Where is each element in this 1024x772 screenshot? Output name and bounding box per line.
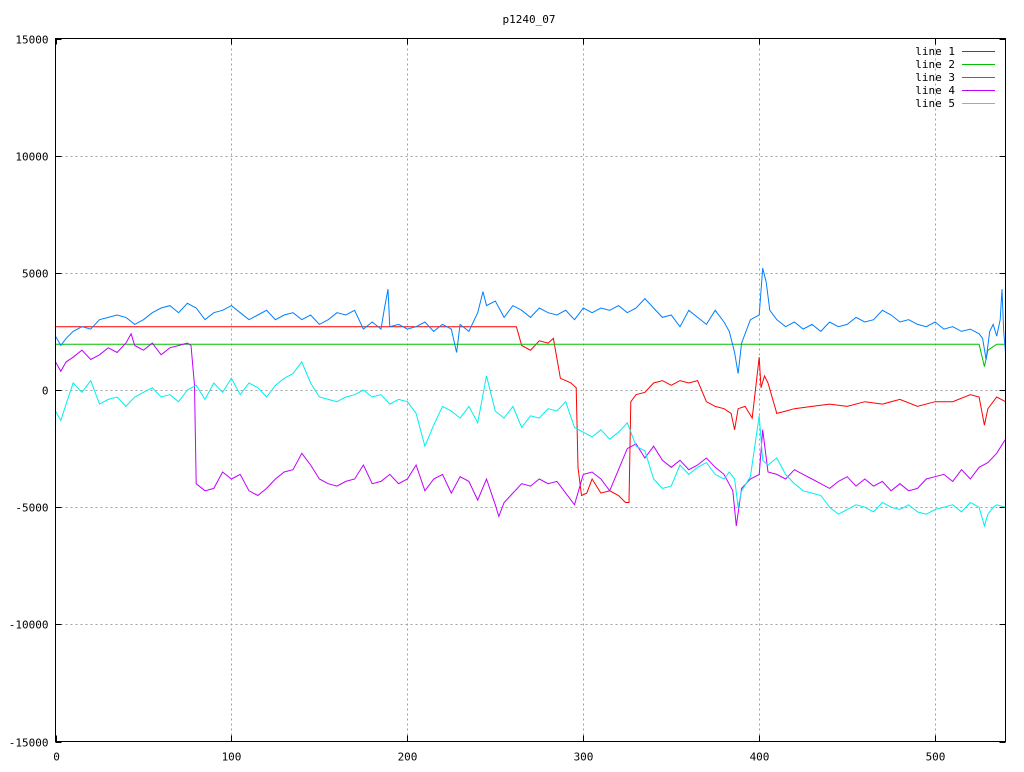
y-tick-label: -5000 [15,502,48,515]
legend-label: line 5 [915,97,955,110]
axis-ticks: -15000 -10000 -5000 0 5000 10000 15000 0 100 200 3… [9,34,1006,764]
chart-title: p1240_07 [503,13,556,26]
legend-label: line 1 [915,45,955,58]
series-line-2 [55,343,1006,367]
y-tick-label: 0 [42,385,49,398]
y-tick-label: 5000 [22,268,49,281]
x-tick-label: 100 [222,751,242,764]
y-tick-label: -10000 [9,619,49,632]
y-tick-label: 10000 [15,151,48,164]
plot-frame [55,38,1006,742]
series-line-3 [55,267,1006,374]
series-line-4 [55,332,1006,526]
grid [55,38,1006,742]
legend-label: line 4 [915,84,955,97]
legend-label: line 3 [915,71,955,84]
x-tick-label: 500 [926,751,946,764]
x-tick-label: 0 [53,751,60,764]
series-layer [55,267,1006,528]
x-tick-label: 400 [750,751,770,764]
x-tick-label: 300 [574,751,594,764]
series-line-5 [55,360,1006,528]
x-tick-label: 200 [398,751,418,764]
series-line-1 [55,326,1006,503]
y-tick-label: 15000 [15,34,48,47]
y-tick-label: -15000 [9,737,49,750]
legend-label: line 2 [915,58,955,71]
